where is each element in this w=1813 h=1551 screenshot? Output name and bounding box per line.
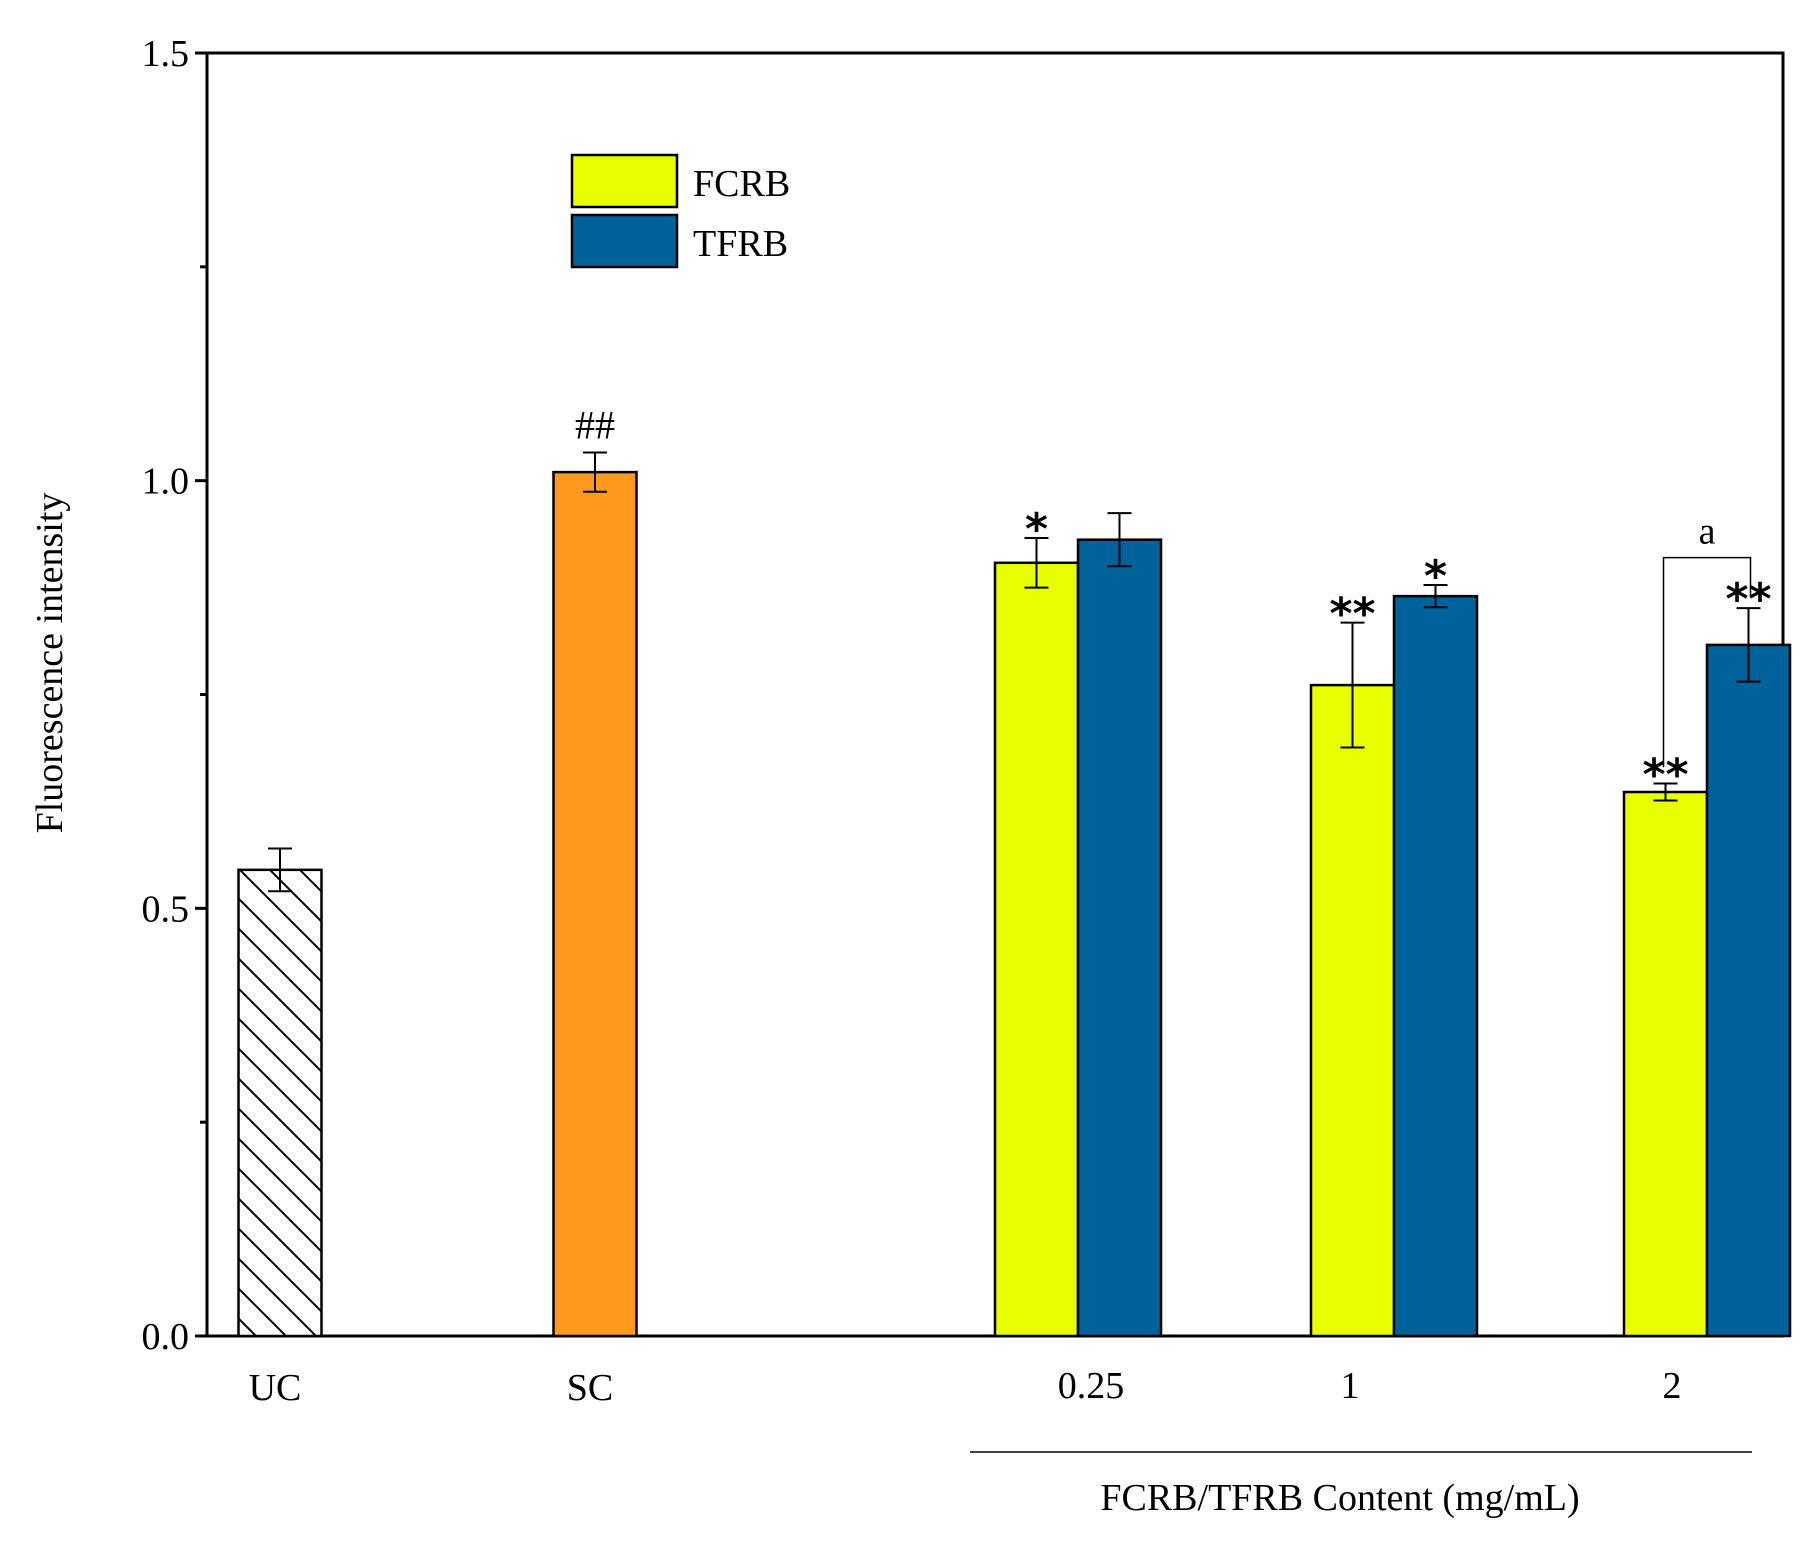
- bar-tfrb-1: [1392, 594, 1479, 1338]
- bar-fcrb-1: [1309, 683, 1396, 1338]
- bar-tfrb-1-significance: *: [1424, 551, 1447, 602]
- bar-tfrb-0_25: [1076, 538, 1163, 1338]
- x-tick-label-sc: SC: [567, 1367, 613, 1409]
- legend-swatch-fcrb: [570, 153, 679, 209]
- x-tick-label-0_25: 0.25: [1058, 1365, 1125, 1407]
- bar-sc-significance: ##: [575, 402, 615, 447]
- bracket-label: a: [1699, 511, 1716, 553]
- bar-fcrb-2-significance: **: [1642, 749, 1688, 800]
- legend-label-tfrb: TFRB: [693, 223, 788, 265]
- y-tick-label: 0.0: [142, 1316, 190, 1358]
- bar-sc: [552, 470, 638, 1338]
- bar-fcrb-0_25-significance: *: [1025, 504, 1048, 555]
- significance-bracket: [1662, 556, 1752, 768]
- bar-uc: [237, 868, 323, 1338]
- bar-fcrb-1-significance: **: [1329, 589, 1375, 640]
- y-tick-label: 1.5: [142, 33, 190, 75]
- legend-swatch-tfrb: [570, 213, 679, 269]
- y-axis-label: Fluorescence intensity: [29, 493, 71, 834]
- bar-fcrb-0_25: [993, 561, 1080, 1338]
- y-tick-label: 0.5: [142, 888, 190, 930]
- bar-fcrb-2: [1622, 790, 1709, 1338]
- x-tick-label-2: 2: [1663, 1365, 1682, 1407]
- x-tick-label-uc: UC: [249, 1367, 302, 1409]
- x-tick-label-1: 1: [1341, 1365, 1360, 1407]
- x-axis-label: FCRB/TFRB Content (mg/mL): [1100, 1477, 1579, 1519]
- bar-tfrb-2: [1705, 643, 1792, 1338]
- bar-tfrb-2-significance: **: [1725, 574, 1771, 625]
- chart-marks: 0.00.51.01.5UC##SC*0.25***1****2a: [142, 33, 1792, 1453]
- y-tick-label: 1.0: [142, 461, 190, 503]
- legend-label-fcrb: FCRB: [693, 163, 790, 205]
- legend: FCRB TFRB: [570, 153, 790, 269]
